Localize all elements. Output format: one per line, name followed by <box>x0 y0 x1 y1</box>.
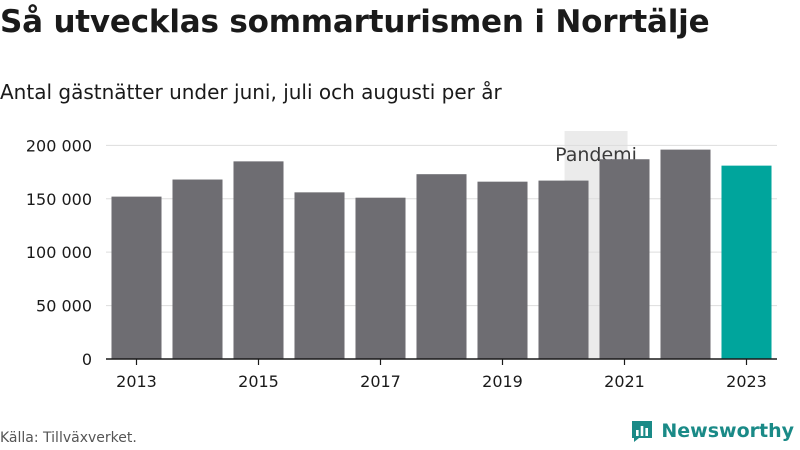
bar-2013 <box>111 196 162 359</box>
newsworthy-logo-icon <box>632 421 653 442</box>
y-tick-label-100000: 100 000 <box>26 243 92 262</box>
chart-subtitle: Antal gästnätter under juni, juli och au… <box>0 80 502 104</box>
bar-2022 <box>660 149 711 359</box>
bar-2017 <box>355 197 406 359</box>
bar-2016 <box>294 192 345 359</box>
y-tick-label-150000: 150 000 <box>26 190 92 209</box>
bar-2020 <box>538 180 589 359</box>
bar-2019 <box>477 181 528 359</box>
bar-2015 <box>233 161 284 359</box>
x-tick-label-2023: 2023 <box>726 372 767 391</box>
x-tick-label-2017: 2017 <box>360 372 401 391</box>
x-tick-label-2015: 2015 <box>238 372 279 391</box>
x-tick-label-2019: 2019 <box>482 372 523 391</box>
y-tick-label-0: 0 <box>82 350 92 369</box>
bar-2021 <box>599 159 650 359</box>
chart-title: Så utvecklas sommarturismen i Norrtälje <box>0 4 710 40</box>
brand-name: Newsworthy <box>661 420 794 442</box>
y-tick-label-50000: 50 000 <box>36 297 92 316</box>
bar-2014 <box>172 179 223 359</box>
source-note: Källa: Tillväxverket. <box>0 430 137 446</box>
y-tick-label-200000: 200 000 <box>26 136 92 155</box>
x-tick-label-2021: 2021 <box>604 372 645 391</box>
bar-2023 <box>721 165 772 359</box>
brand-logo: Newsworthy <box>629 418 794 444</box>
bar-2018 <box>416 174 467 359</box>
x-tick-label-2013: 2013 <box>116 372 157 391</box>
